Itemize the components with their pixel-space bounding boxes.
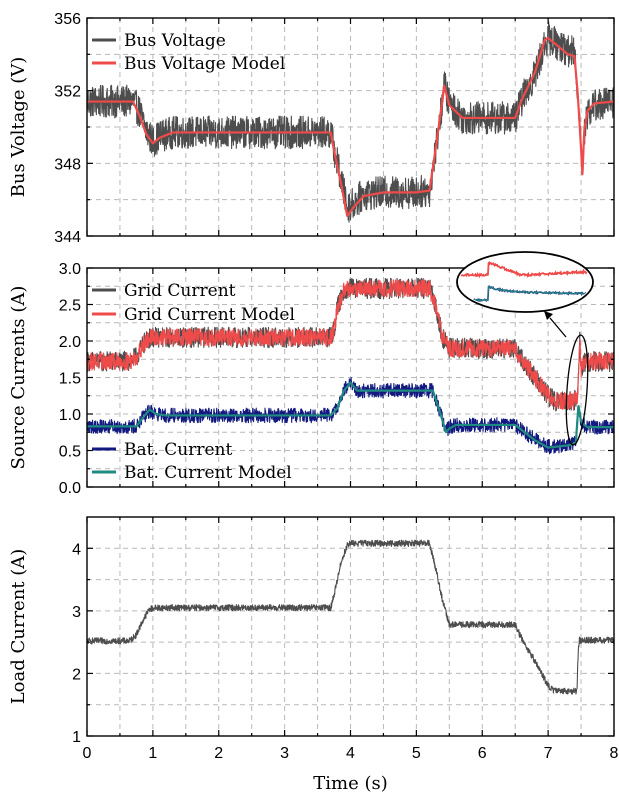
series-line-bus-voltage-model — [87, 36, 614, 218]
y-tick-label: 356 — [54, 11, 81, 28]
y-tick-label: 3 — [72, 604, 81, 621]
y-tick-label: 1.0 — [59, 407, 81, 424]
x-tick-label: 0 — [83, 745, 92, 762]
legend-bus-voltage-model: Bus Voltage Model — [92, 54, 285, 74]
series-line-bat-current-model — [87, 381, 614, 449]
y-tick-label: 0.5 — [59, 444, 81, 461]
legend-label: Bat. Current — [124, 440, 232, 460]
x-tick-label: 7 — [544, 745, 553, 762]
x-tick-label: 1 — [148, 745, 157, 762]
y-axis-label: Load Current (A) — [8, 549, 29, 705]
y-tick-label: 1 — [72, 729, 81, 746]
grid — [87, 517, 614, 736]
y-tick-label: 352 — [54, 84, 81, 101]
x-tick-label: 2 — [214, 745, 223, 762]
zoom-inset — [456, 251, 594, 446]
legend-label: Bus Voltage — [124, 31, 226, 51]
series-line-grid-current-model — [87, 279, 614, 410]
y-axis-label: Source Currents (A) — [8, 286, 29, 470]
series-line-bus-voltage — [87, 21, 614, 223]
x-tick-label: 5 — [412, 745, 421, 762]
y-tick-label: 4 — [72, 541, 81, 558]
inset-arrow — [549, 317, 567, 338]
y-tick-label: 344 — [54, 229, 81, 246]
inset-bat-model-line — [459, 285, 591, 302]
inset-ellipse — [456, 251, 594, 313]
x-tick-label: 8 — [610, 745, 619, 762]
legend-grid-current: Grid Current — [92, 281, 236, 301]
series-line-load-current — [87, 539, 614, 695]
series-line-bat-current — [87, 377, 614, 455]
x-axis-label: Time (s) — [313, 773, 388, 794]
legend-bat-current: Bat. Current — [92, 440, 232, 460]
y-axis-label: Bus Voltage (V) — [8, 57, 29, 198]
legend-bat-current-model: Bat. Current Model — [92, 463, 292, 483]
x-tick-label: 4 — [346, 745, 355, 762]
x-tick-label: 6 — [478, 745, 487, 762]
legend-label: Grid Current — [124, 281, 236, 301]
legend-label: Grid Current Model — [124, 305, 295, 325]
inset-arrowhead — [544, 311, 553, 320]
y-tick-label: 2 — [72, 666, 81, 683]
legend-label: Bat. Current Model — [124, 463, 292, 483]
legend-grid-current-model: Grid Current Model — [92, 305, 295, 325]
y-tick-label: 0.0 — [59, 480, 81, 497]
bus-voltage-panel: 344 348 352 356 Bus Voltage (V) Bus Voltage Bu… — [8, 11, 615, 246]
y-tick-label: 348 — [54, 156, 81, 173]
y-tick-label: 2.5 — [59, 298, 81, 315]
legend-label: Bus Voltage Model — [124, 54, 285, 74]
y-tick-label: 3.0 — [59, 261, 81, 278]
x-tick-label: 3 — [280, 745, 289, 762]
y-tick-label: 1.5 — [59, 371, 81, 388]
legend-bus-voltage: Bus Voltage — [92, 31, 226, 51]
inset-grid-current-line — [459, 261, 591, 279]
y-tick-label: 2.0 — [59, 334, 81, 351]
transient-marker-ellipse — [565, 334, 589, 446]
source-currents-panel: 0.0 0.5 1.0 1.5 2.0 2.5 3.0 Source Currents (A)… — [8, 261, 615, 497]
grid — [87, 268, 614, 487]
